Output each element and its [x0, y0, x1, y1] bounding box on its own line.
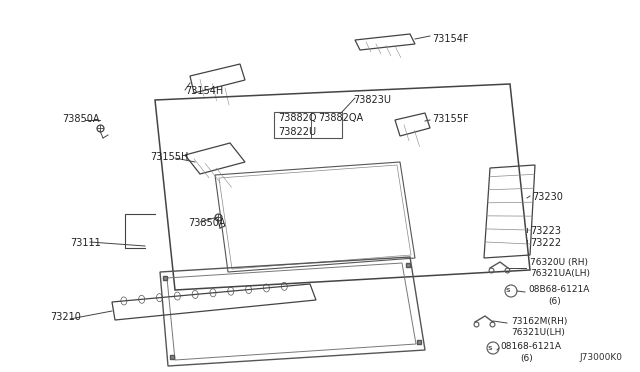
- Text: 73882Q: 73882Q: [278, 113, 317, 123]
- Text: 73230: 73230: [532, 192, 563, 202]
- Text: 76320U (RH): 76320U (RH): [530, 258, 588, 267]
- Text: 73222: 73222: [530, 238, 561, 248]
- Text: 76321U(LH): 76321U(LH): [511, 328, 565, 337]
- Text: S: S: [506, 289, 510, 294]
- Text: 73162M(RH): 73162M(RH): [511, 317, 568, 326]
- Text: S: S: [488, 346, 492, 350]
- Text: 73155F: 73155F: [432, 114, 468, 124]
- Text: 73823U: 73823U: [353, 95, 391, 105]
- Text: 73882QA: 73882QA: [318, 113, 363, 123]
- Text: 73850A: 73850A: [188, 218, 225, 228]
- Text: J73000K0: J73000K0: [579, 353, 622, 362]
- Text: 73154F: 73154F: [432, 34, 468, 44]
- Text: 73111: 73111: [70, 238, 100, 248]
- Bar: [274, 112, 342, 138]
- Text: 08168-6121A: 08168-6121A: [500, 342, 561, 351]
- Text: (6): (6): [548, 297, 561, 306]
- Text: 73155H: 73155H: [150, 152, 188, 162]
- Text: 73850A: 73850A: [62, 114, 99, 124]
- Text: 73822U: 73822U: [278, 127, 316, 137]
- Text: 73223: 73223: [530, 226, 561, 236]
- Text: 73154H: 73154H: [185, 86, 223, 96]
- Text: (6): (6): [520, 354, 532, 363]
- Text: 73210: 73210: [50, 312, 81, 322]
- Text: 08B68-6121A: 08B68-6121A: [528, 285, 589, 294]
- Text: 76321UA(LH): 76321UA(LH): [530, 269, 590, 278]
